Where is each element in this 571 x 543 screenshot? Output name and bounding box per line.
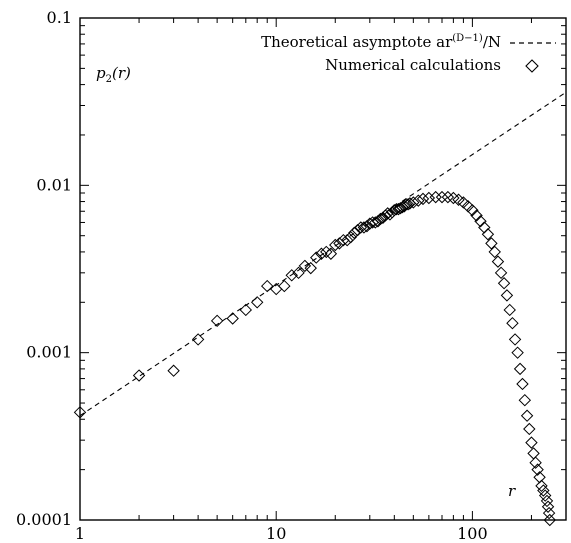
data-point-diamond — [315, 247, 328, 260]
data-point-diamond — [461, 200, 475, 213]
data-point-diamond — [523, 422, 536, 436]
data-point-diamond — [392, 202, 405, 216]
data-point-diamond — [416, 192, 430, 206]
data-point-diamond — [441, 190, 455, 204]
data-point-diamond — [369, 216, 382, 229]
legend-diamond-swatch — [525, 59, 539, 73]
legend-label-numerical: Numerical calculations — [325, 56, 501, 74]
x-axis-label: r — [508, 482, 516, 500]
legend-label-asymptote: Theoretical asymptote ar(D−1)/N — [261, 33, 501, 51]
data-point-diamond — [474, 215, 487, 228]
data-point-diamond — [351, 223, 364, 237]
data-point-diamond — [401, 198, 415, 211]
data-point-diamond — [357, 221, 371, 234]
data-point-diamond — [422, 191, 436, 205]
data-point-diamond — [261, 279, 274, 293]
data-point-diamond — [329, 238, 342, 252]
data-point-diamond — [348, 226, 361, 240]
data-point-diamond — [371, 215, 385, 228]
data-point-diamond — [374, 212, 387, 226]
series-layer — [73, 91, 567, 527]
legend: Theoretical asymptote ar(D−1)/N Numerica… — [261, 33, 556, 74]
data-point-diamond — [435, 190, 449, 204]
data-point-diamond — [491, 255, 505, 268]
data-point-diamond — [354, 221, 368, 234]
x-tick-label: 100 — [457, 524, 488, 543]
data-point-diamond — [210, 314, 224, 328]
y-tick-label: 0.0001 — [16, 510, 72, 529]
data-point-diamond — [540, 494, 554, 508]
data-point-diamond — [407, 196, 420, 209]
data-point-diamond — [481, 228, 495, 241]
data-point-diamond — [500, 289, 514, 302]
data-point-diamond — [527, 447, 540, 460]
data-point-diamond — [292, 266, 305, 280]
data-point-diamond — [412, 194, 425, 207]
data-point-diamond — [285, 269, 298, 282]
data-point-diamond — [381, 207, 394, 220]
data-point-diamond — [429, 190, 442, 204]
data-point-diamond — [304, 261, 317, 275]
data-point-diamond — [310, 251, 323, 264]
data-point-diamond — [324, 247, 338, 260]
y-axis-label: p2(r) — [96, 64, 131, 85]
data-point-diamond — [466, 204, 479, 217]
data-point-diamond — [344, 230, 357, 244]
data-point-diamond — [239, 303, 253, 317]
data-point-diamond — [511, 346, 524, 359]
data-point-diamond — [400, 198, 413, 211]
data-point-diamond — [278, 279, 291, 293]
y-tick-label: 0.01 — [36, 175, 72, 194]
data-point-diamond — [520, 409, 534, 422]
axis-ticks — [79, 17, 567, 521]
data-point-diamond — [470, 209, 483, 222]
data-point-diamond — [513, 362, 527, 376]
data-point-diamond — [529, 456, 542, 469]
data-point-diamond — [132, 369, 146, 382]
tick-labels: 1 10 100 0.0001 0.001 0.01 0.1 — [16, 8, 488, 543]
y-tick-label: 0.001 — [26, 343, 72, 362]
data-point-diamond — [485, 237, 498, 250]
data-point-diamond — [543, 513, 556, 527]
x-tick-label: 10 — [266, 524, 286, 543]
data-point-diamond — [226, 312, 239, 325]
data-point-diamond — [494, 266, 508, 280]
data-point-diamond — [497, 277, 511, 290]
data-point-diamond — [535, 479, 548, 493]
data-point-diamond — [191, 333, 205, 346]
plot-frame — [79, 17, 567, 521]
data-point-diamond — [250, 296, 264, 309]
data-point-diamond — [537, 484, 550, 497]
data-point-diamond — [541, 500, 555, 513]
data-point-diamond — [298, 259, 312, 273]
data-point-diamond — [531, 463, 544, 476]
data-point-diamond — [538, 489, 552, 502]
y-tick-label: 0.1 — [47, 8, 72, 27]
data-point-diamond — [516, 377, 529, 391]
data-point-diamond — [360, 219, 374, 233]
data-point-diamond — [508, 333, 522, 346]
data-point-diamond — [503, 303, 516, 317]
data-point-diamond — [488, 245, 501, 259]
data-point-diamond — [518, 393, 532, 407]
data-point-diamond — [340, 233, 354, 247]
data-point-diamond — [506, 316, 519, 330]
x-tick-label: 1 — [75, 524, 85, 543]
data-point-diamond — [457, 196, 470, 209]
data-point-diamond — [320, 245, 333, 259]
data-point-diamond — [542, 506, 556, 520]
data-point-diamond — [73, 406, 87, 419]
data-point-diamond — [167, 364, 180, 377]
data-point-diamond — [525, 436, 538, 449]
data-point-diamond — [447, 191, 460, 205]
data-point-diamond — [379, 209, 392, 222]
